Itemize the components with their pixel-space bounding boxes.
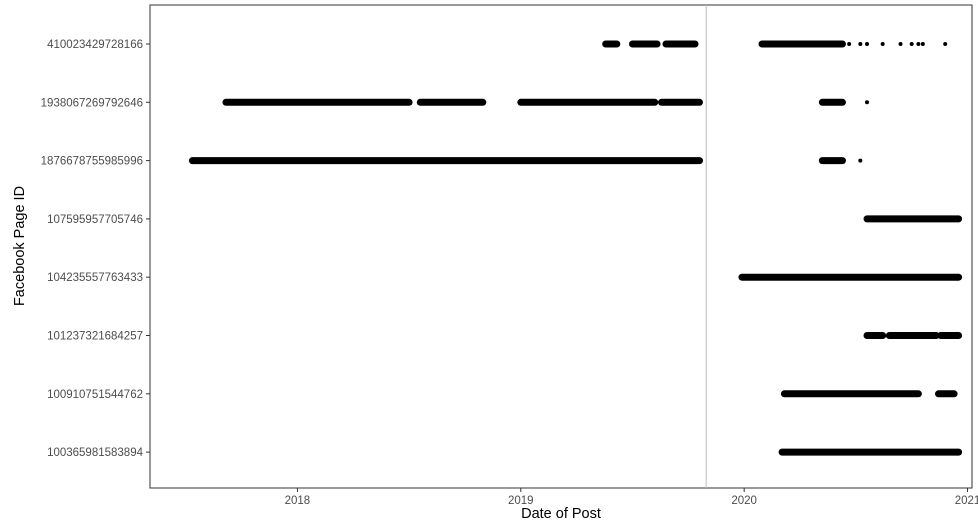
data-point bbox=[916, 42, 921, 46]
y-tick-label: 104235557763433 bbox=[47, 272, 143, 284]
data-point bbox=[943, 42, 948, 46]
data-point bbox=[858, 42, 863, 46]
y-tick-label: 1876678755985996 bbox=[41, 156, 143, 168]
data-point bbox=[880, 42, 885, 46]
x-axis: 2018 2019 2020 2021 bbox=[285, 488, 978, 507]
data-point bbox=[858, 158, 863, 163]
data-point bbox=[898, 42, 903, 46]
data-point bbox=[920, 42, 925, 46]
x-tick-label: 2018 bbox=[285, 495, 311, 507]
data-point bbox=[865, 42, 870, 46]
y-axis-title: Facebook Page ID bbox=[12, 186, 28, 306]
plot-panel bbox=[149, 4, 973, 489]
x-tick-label: 2021 bbox=[955, 495, 978, 507]
x-axis-title: Date of Post bbox=[521, 506, 601, 522]
y-tick-label: 107595957705746 bbox=[47, 214, 143, 226]
data-point bbox=[909, 42, 914, 46]
y-tick-label: 100365981583894 bbox=[47, 447, 144, 459]
y-tick-label: 101237321684257 bbox=[47, 331, 143, 343]
y-tick-label: 100910751544762 bbox=[47, 389, 143, 401]
x-tick-label: 2020 bbox=[731, 495, 757, 507]
y-axis: 410023429728166 1938067269792646 187667875… bbox=[41, 39, 150, 459]
x-tick-label: 2019 bbox=[508, 495, 534, 507]
data-marks bbox=[188, 40, 963, 456]
data-point bbox=[847, 42, 852, 46]
y-tick-label: 1938067269792646 bbox=[41, 97, 143, 109]
y-tick-label: 410023429728166 bbox=[47, 39, 143, 51]
data-point bbox=[865, 100, 870, 105]
